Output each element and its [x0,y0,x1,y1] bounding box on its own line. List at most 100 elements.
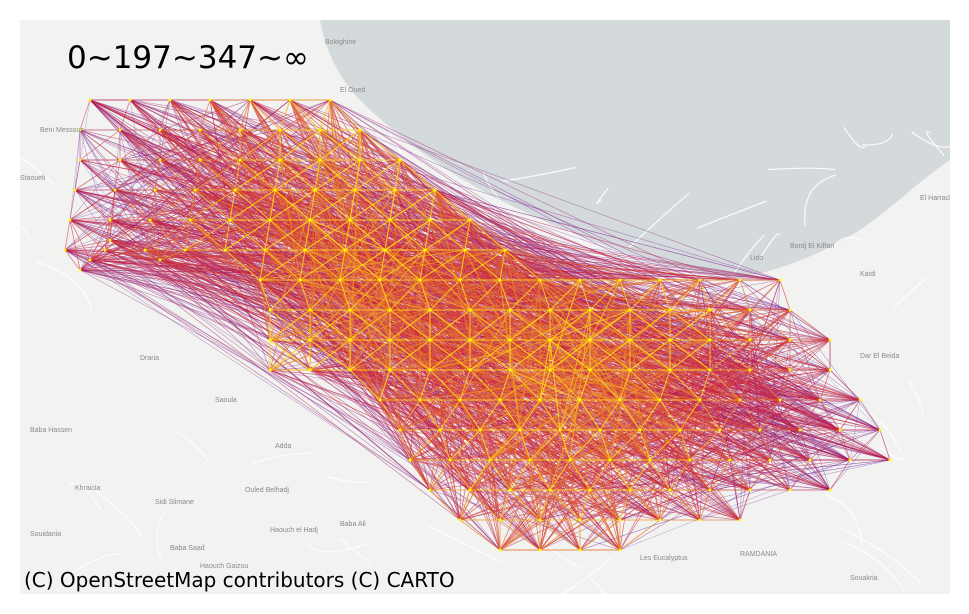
network-node [458,278,462,282]
network-edge [589,459,611,491]
network-node [198,158,202,162]
network-node [538,518,542,522]
network-edge [379,249,426,281]
map-canvas[interactable]: Bologhine El Oued Beni Messous Staoueli Bord… [20,20,950,594]
network-node [278,158,282,162]
network-node [608,458,612,462]
network-edge [194,159,201,191]
network-node [578,548,582,552]
network-edge [519,429,531,461]
network-edge [79,99,91,131]
network-edge [64,219,111,251]
network-edge [154,159,201,191]
network-edge [239,129,281,161]
network-node [153,188,157,192]
network-node [428,368,432,372]
network-node [193,188,197,192]
network-edge [349,309,391,341]
network-edge [429,279,461,311]
network-node [298,278,302,282]
network-node [468,308,472,312]
network-node [318,158,322,162]
network-edge [389,219,471,311]
network-node [878,428,882,432]
network-edge [189,219,271,311]
network-edge [609,369,631,461]
network-node [303,248,307,252]
network-edge [539,519,581,551]
network-node [698,518,702,522]
network-edge [539,279,551,311]
network-edge [689,429,721,461]
network-edge [259,279,271,341]
network-edge [569,429,601,461]
network-edge [349,249,426,341]
road [831,236,863,249]
network-node [788,368,792,372]
network-edge [224,219,231,251]
network-node [468,488,472,492]
network-node [778,278,782,282]
network-edge [289,99,321,131]
network-edge [459,279,471,311]
network-edge [579,519,621,551]
network-node [388,218,392,222]
place-label: Dar El Beida [860,353,899,360]
network-edge [464,219,471,251]
place-label: Draria [140,355,159,362]
network-node [268,368,272,372]
network-edge [149,189,196,221]
network-edge [354,159,361,191]
network-node [113,188,117,192]
place-label: Khraicia [75,485,100,492]
network-edge [739,279,751,311]
place-label: Kaidi [860,271,876,278]
network-edge [649,429,681,461]
network-edge [549,369,581,401]
network-edge [729,429,761,461]
network-node [498,278,502,282]
network-edge [359,129,401,161]
road [306,542,368,553]
place-label: Souidania [30,531,61,538]
network-edge [234,159,241,191]
network-edge [379,249,386,281]
network-edge [309,279,341,311]
network-node [698,278,702,282]
network-node [708,368,712,372]
network-node [888,458,892,462]
network-node [318,128,322,132]
network-edge [274,159,281,191]
network-edge [279,99,291,131]
place-labels: Bologhine El Oued Beni Messous Staoueli Bord… [20,39,950,582]
network-edge [199,99,211,131]
road [696,200,767,229]
place-label: RAMDANIA [740,551,777,558]
network-edge [64,249,431,491]
network-edge [699,279,711,311]
network-edge [159,259,421,401]
network-edge [669,309,821,401]
network-node [458,398,462,402]
network-edge [89,249,146,261]
network-edge [749,339,791,371]
network-node [588,308,592,312]
place-label: Baba Hassen [30,427,72,434]
network-edge [799,429,811,461]
network-edge [279,159,471,371]
network-edge [859,399,881,431]
network-edge [629,309,671,341]
network-edge [539,279,671,371]
road [768,167,836,171]
network-edge [309,219,391,371]
place-label: Adda [275,443,291,450]
road [89,485,143,537]
network-node [528,458,532,462]
network-edge [399,159,471,311]
network-edge [64,249,471,491]
network-edge [269,189,316,221]
network-edge [359,129,831,341]
network-node [798,428,802,432]
network-edge [304,219,311,251]
network-node [738,398,742,402]
